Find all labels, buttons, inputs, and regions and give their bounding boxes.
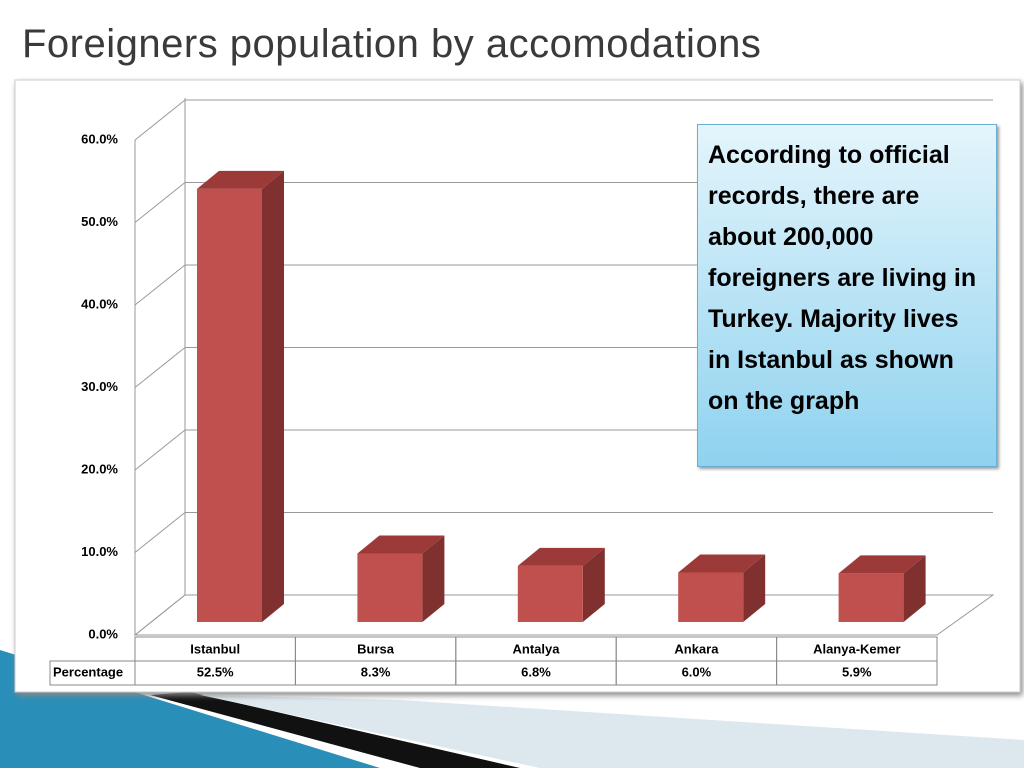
decoration [0, 650, 380, 768]
x-tick-label: Bursa [357, 641, 395, 656]
x-tick-label: Ankara [674, 641, 719, 656]
grid-line [134, 99, 993, 141]
bar-top [357, 535, 445, 554]
value-label: 52.5% [197, 664, 234, 679]
decoration [200, 695, 1024, 768]
bar-top [838, 555, 926, 574]
value-label: 5.9% [842, 664, 872, 679]
annotation: According to official records, there are… [697, 124, 997, 467]
y-tick-label: 0.0% [88, 626, 118, 641]
bar [838, 573, 904, 622]
y-tick-label: 50.0% [81, 214, 118, 229]
bar-side [743, 554, 766, 622]
y-tick-label: 20.0% [81, 461, 118, 476]
bar [517, 565, 583, 622]
bar [197, 188, 262, 622]
bar [678, 572, 744, 622]
bar-side [262, 170, 284, 622]
x-tick-label: Antalya [513, 641, 561, 656]
bar-top [517, 547, 605, 566]
y-tick-label: 30.0% [81, 379, 118, 394]
bar-top [197, 170, 284, 189]
x-tick-label: Alanya-Kemer [813, 641, 900, 656]
bar-side [903, 555, 926, 622]
bar-side [582, 547, 605, 622]
table-cell [776, 660, 938, 686]
table-row-header: Percentage [53, 664, 123, 679]
grid-line [134, 512, 993, 553]
bar-side [422, 535, 445, 622]
value-label: 6.0% [682, 664, 712, 679]
y-tick-label: 60.0% [81, 131, 118, 146]
slide-title: Foreigners population by accomodations [22, 22, 762, 66]
y-tick-label: 40.0% [81, 296, 118, 311]
value-label: 6.8% [521, 664, 551, 679]
decoration [150, 692, 520, 768]
x-tick-label: Istanbul [190, 641, 240, 656]
bar [357, 553, 423, 622]
y-tick-label: 10.0% [81, 544, 118, 559]
bar-top [678, 554, 766, 573]
value-label: 8.3% [361, 664, 391, 679]
